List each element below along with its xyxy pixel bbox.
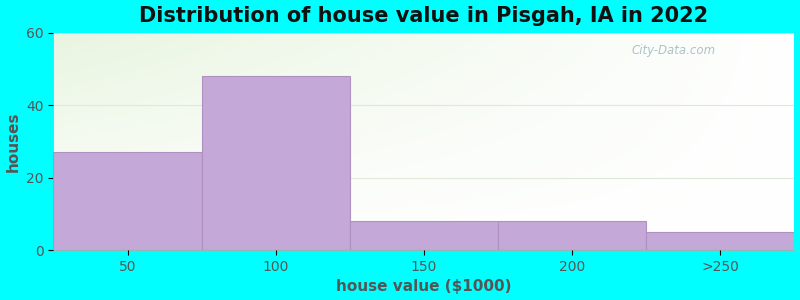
Bar bbox=[350, 221, 498, 250]
Bar bbox=[646, 232, 794, 250]
Bar bbox=[54, 152, 202, 250]
Bar bbox=[202, 76, 350, 250]
Title: Distribution of house value in Pisgah, IA in 2022: Distribution of house value in Pisgah, I… bbox=[139, 6, 709, 26]
Text: City-Data.com: City-Data.com bbox=[631, 44, 715, 56]
Y-axis label: houses: houses bbox=[6, 111, 21, 172]
X-axis label: house value ($1000): house value ($1000) bbox=[336, 279, 512, 294]
Bar bbox=[498, 221, 646, 250]
